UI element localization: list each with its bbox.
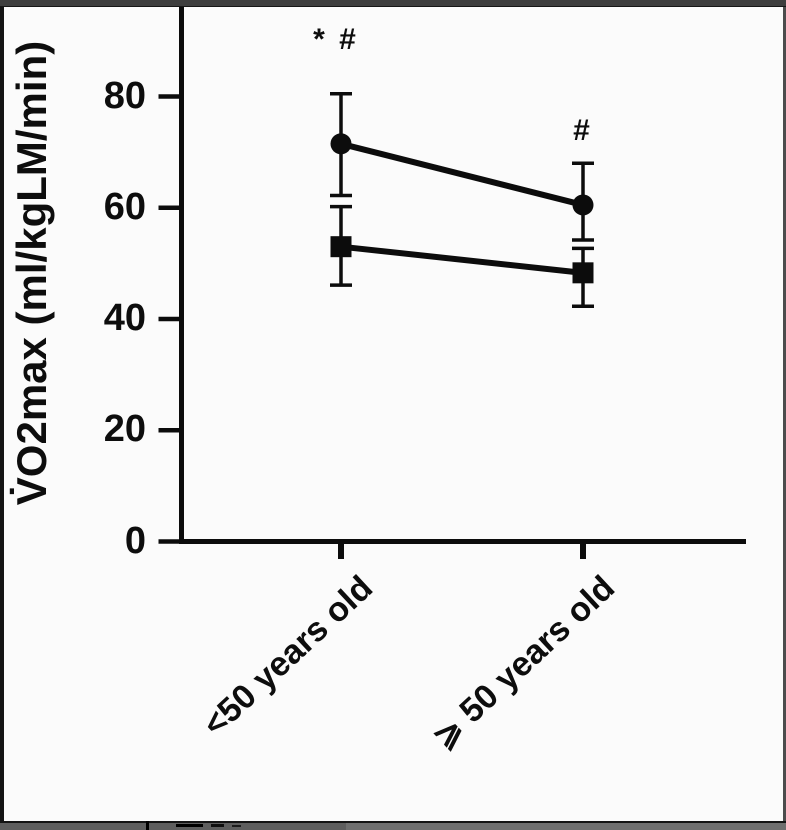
scan-border-top xyxy=(0,0,786,7)
adjacent-panel-text-fragment xyxy=(211,824,224,827)
y-tick-label: 80 xyxy=(103,74,146,117)
adjacent-panel-edge xyxy=(0,821,786,830)
scan-border-left xyxy=(0,0,4,830)
series-line-square xyxy=(340,243,584,276)
data-point-circle xyxy=(330,133,352,155)
data-point-square xyxy=(330,236,352,258)
data-point-circle xyxy=(572,194,594,216)
y-tick-label: 60 xyxy=(103,185,146,228)
data-point-square xyxy=(572,262,594,284)
y-tick-label: 0 xyxy=(124,519,146,562)
adjacent-panel-text-fragment xyxy=(232,825,241,827)
adjacent-panel-text-fragment xyxy=(176,824,203,827)
y-tick-label: 20 xyxy=(103,408,146,451)
significance-marker: * # xyxy=(313,22,359,56)
scan-border-right xyxy=(783,0,786,830)
adjacent-panel-axis-fragment xyxy=(146,821,149,830)
series-line-circle xyxy=(340,140,584,208)
y-tick-label: 40 xyxy=(103,297,146,340)
significance-marker: # xyxy=(573,113,593,147)
